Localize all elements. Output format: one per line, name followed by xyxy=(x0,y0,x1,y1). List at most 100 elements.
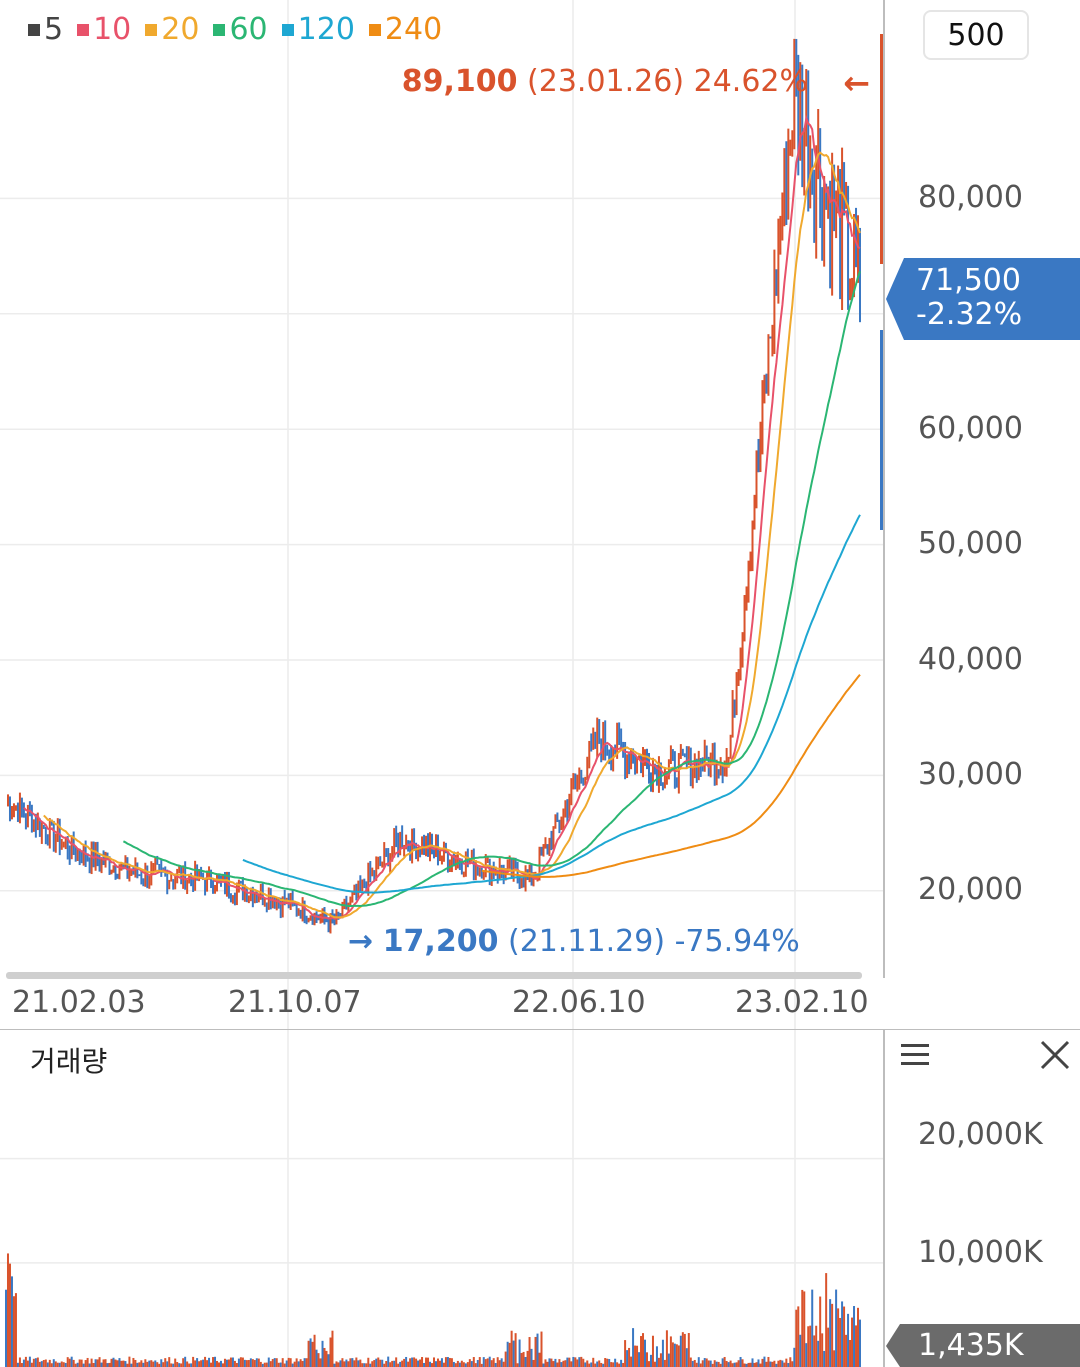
volume-bar xyxy=(319,1358,322,1367)
volume-bar xyxy=(636,1345,639,1367)
volume-bar xyxy=(480,1363,483,1367)
volume-bar xyxy=(659,1353,662,1367)
badge-shape xyxy=(886,258,1080,340)
volume-bar xyxy=(373,1360,376,1367)
volume-bar xyxy=(287,1357,290,1367)
volume-bar xyxy=(436,1358,439,1367)
volume-bar xyxy=(669,1336,672,1367)
price-chart[interactable] xyxy=(0,0,1080,1030)
legend-item-ma5[interactable]: 5 xyxy=(28,10,63,50)
volume-bar xyxy=(112,1357,115,1367)
volume-bar xyxy=(622,1362,625,1367)
legend-item-ma20[interactable]: 20 xyxy=(145,10,199,50)
volume-bar xyxy=(347,1361,350,1367)
volume-bar xyxy=(596,1361,599,1367)
volume-bar xyxy=(506,1341,509,1367)
volume-bar xyxy=(247,1359,250,1367)
volume-bar xyxy=(202,1359,205,1367)
volume-bar xyxy=(600,1362,603,1367)
volume-bar xyxy=(444,1357,447,1367)
volume-bar xyxy=(544,1359,547,1367)
volume-bar xyxy=(315,1349,318,1367)
volume-bar xyxy=(403,1358,406,1367)
volume-bar xyxy=(158,1363,161,1367)
legend-item-ma10[interactable]: 10 xyxy=(77,10,131,50)
volume-bar xyxy=(313,1334,316,1367)
volume-bar xyxy=(835,1289,838,1367)
volume-bar xyxy=(723,1356,726,1367)
legend-item-ma60[interactable]: 60 xyxy=(213,10,268,50)
volume-bar xyxy=(431,1363,434,1367)
volume-bar xyxy=(701,1360,704,1367)
volume-bar xyxy=(799,1334,802,1367)
interval-selector[interactable]: 500 xyxy=(923,10,1029,60)
volume-bar xyxy=(655,1346,658,1367)
volume-bar xyxy=(92,1363,95,1367)
volume-bar xyxy=(387,1356,390,1367)
volume-bar xyxy=(456,1360,459,1367)
volume-bar xyxy=(815,1325,818,1367)
volume-bar xyxy=(743,1363,746,1367)
volume-bar xyxy=(478,1357,481,1367)
volume-bar xyxy=(301,1360,304,1367)
volume-bar xyxy=(381,1359,384,1367)
volume-bar xyxy=(482,1357,485,1367)
volume-bar xyxy=(709,1360,712,1367)
volume-bar xyxy=(82,1363,85,1367)
volume-bar xyxy=(731,1363,734,1367)
volume-bar xyxy=(767,1356,770,1367)
volume-bar xyxy=(351,1358,354,1367)
volume-bar xyxy=(454,1363,457,1367)
volume-bar xyxy=(8,1263,11,1367)
volume-bar xyxy=(200,1360,203,1367)
volume-bar xyxy=(22,1359,25,1367)
volume-bar xyxy=(661,1339,664,1367)
legend-item-ma120[interactable]: 120 xyxy=(281,10,355,50)
volume-bar xyxy=(253,1360,256,1367)
volume-bar xyxy=(566,1357,569,1367)
volume-bar xyxy=(843,1306,846,1367)
legend-swatch xyxy=(281,24,294,36)
volume-bar xyxy=(540,1331,543,1367)
volume-bar xyxy=(570,1361,573,1367)
volume-bar xyxy=(853,1306,856,1367)
menu-icon[interactable] xyxy=(898,1040,934,1070)
volume-bar xyxy=(552,1361,555,1367)
volume-bar xyxy=(594,1363,597,1367)
volume-bar xyxy=(289,1358,292,1367)
volume-bar xyxy=(16,1362,19,1367)
volume-bar xyxy=(273,1358,276,1367)
scale-bar-down xyxy=(880,330,883,530)
volume-bar xyxy=(415,1358,418,1367)
horizontal-scrollbar[interactable] xyxy=(6,972,862,979)
volume-bar xyxy=(705,1358,708,1367)
volume-bar xyxy=(604,1358,607,1367)
volume-bar xyxy=(383,1363,386,1367)
volume-bar xyxy=(206,1360,209,1367)
scale-bar-up xyxy=(880,34,883,264)
volume-bar xyxy=(277,1362,280,1367)
volume-bar xyxy=(229,1357,232,1367)
legend-item-ma240[interactable]: 240 xyxy=(368,10,442,50)
volume-bar xyxy=(572,1356,575,1367)
volume-bar xyxy=(78,1359,81,1367)
volume-bar xyxy=(845,1334,848,1367)
close-icon[interactable] xyxy=(1038,1038,1072,1072)
volume-bar xyxy=(691,1360,694,1367)
volume-bar xyxy=(30,1362,33,1367)
volume-bar xyxy=(642,1333,645,1367)
ma-legend[interactable]: 5 10 20 60 120 240 xyxy=(28,10,442,50)
volume-bar xyxy=(817,1340,820,1367)
volume-bar xyxy=(598,1360,601,1367)
volume-bar xyxy=(391,1360,394,1367)
volume-bar xyxy=(693,1359,696,1367)
volume-bar xyxy=(331,1330,334,1367)
volume-bar xyxy=(741,1359,744,1367)
min-price-value: 17,200 xyxy=(382,924,499,959)
volume-bar xyxy=(74,1363,77,1367)
volume-bar xyxy=(32,1358,35,1367)
volume-bar xyxy=(12,1296,15,1367)
volume-chart[interactable] xyxy=(0,1030,1080,1367)
volume-bar xyxy=(584,1362,587,1367)
